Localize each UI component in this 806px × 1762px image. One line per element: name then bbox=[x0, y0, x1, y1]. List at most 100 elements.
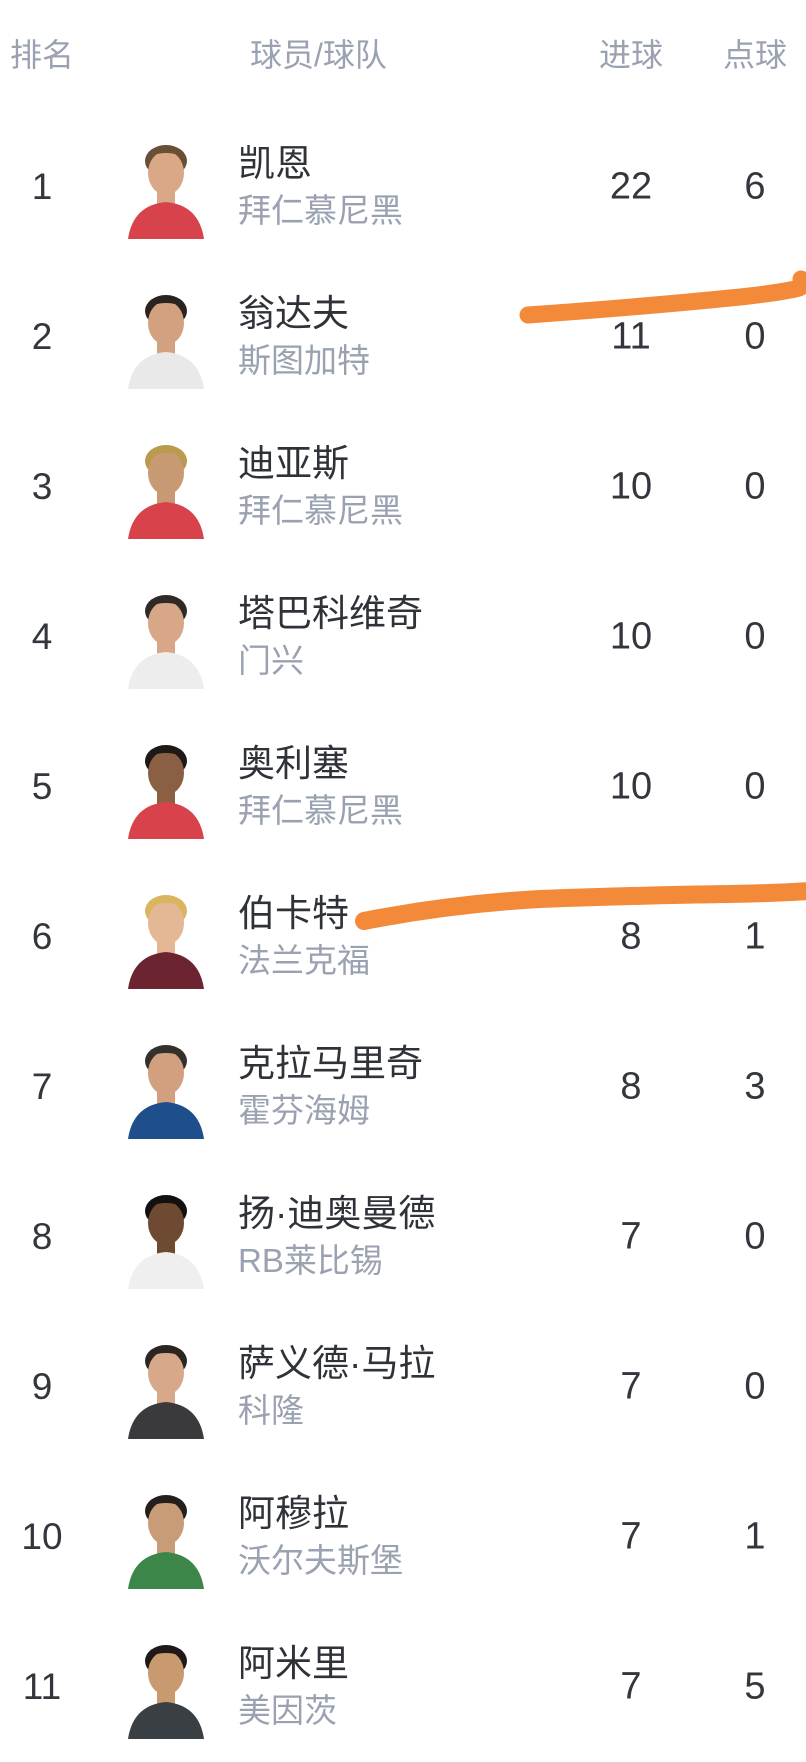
player-photo-icon bbox=[128, 445, 204, 539]
penalties-value: 5 bbox=[744, 1665, 766, 1708]
goals-value: 7 bbox=[620, 1515, 642, 1558]
table-row[interactable]: 3 迪亚斯 拜仁慕尼黑 10 0 bbox=[0, 412, 806, 562]
penalties-value: 0 bbox=[744, 1215, 766, 1258]
player-info: 奥利塞 拜仁慕尼黑 bbox=[238, 741, 806, 833]
penalties-value: 1 bbox=[744, 1515, 766, 1558]
player-name: 伯卡特 bbox=[238, 893, 349, 934]
player-photo-icon bbox=[128, 745, 204, 839]
player-name: 扬·迪奥曼德 bbox=[238, 1193, 436, 1234]
goals-value: 22 bbox=[609, 165, 653, 208]
goals-value: 10 bbox=[609, 765, 653, 808]
player-avatar bbox=[120, 735, 212, 839]
player-info: 克拉马里奇 霍芬海姆 bbox=[238, 1041, 806, 1133]
header-goals: 进球 bbox=[598, 37, 663, 73]
penalties-value: 3 bbox=[744, 1065, 766, 1108]
table-row[interactable]: 7 克拉马里奇 霍芬海姆 8 3 bbox=[0, 1012, 806, 1162]
player-avatar bbox=[120, 1485, 212, 1589]
player-avatar bbox=[120, 285, 212, 389]
table-row[interactable]: 1 凯恩 拜仁慕尼黑 22 6 bbox=[0, 112, 806, 262]
rank-value: 6 bbox=[31, 916, 53, 957]
player-avatar bbox=[120, 585, 212, 689]
player-name: 凯恩 bbox=[238, 143, 312, 184]
player-team: RB莱比锡 bbox=[238, 1242, 383, 1279]
table-row[interactable]: 11 阿米里 美因茨 7 5 bbox=[0, 1612, 806, 1762]
player-photo-icon bbox=[128, 145, 204, 239]
rank-value: 11 bbox=[22, 1666, 62, 1707]
penalties-value: 0 bbox=[744, 1365, 766, 1408]
player-team: 斯图加特 bbox=[238, 342, 370, 379]
rank-value: 7 bbox=[31, 1066, 53, 1107]
player-name: 萨义德·马拉 bbox=[238, 1343, 436, 1384]
player-info: 迪亚斯 拜仁慕尼黑 bbox=[238, 441, 806, 533]
player-name: 阿穆拉 bbox=[238, 1493, 349, 1534]
goals-value: 8 bbox=[620, 915, 642, 958]
header-rank: 排名 bbox=[9, 37, 74, 73]
goals-value: 10 bbox=[609, 465, 653, 508]
player-photo-icon bbox=[128, 295, 204, 389]
player-name: 阿米里 bbox=[238, 1643, 349, 1684]
table-row[interactable]: 4 塔巴科维奇 门兴 10 0 bbox=[0, 562, 806, 712]
player-avatar bbox=[120, 885, 212, 989]
goals-value: 11 bbox=[611, 315, 651, 358]
player-info: 塔巴科维奇 门兴 bbox=[238, 591, 806, 683]
player-avatar bbox=[120, 135, 212, 239]
player-name: 克拉马里奇 bbox=[238, 1043, 423, 1084]
player-avatar bbox=[120, 1335, 212, 1439]
header-penalties: 点球 bbox=[722, 37, 787, 73]
rank-value: 10 bbox=[21, 1516, 63, 1557]
player-photo-icon bbox=[128, 595, 204, 689]
goals-value: 7 bbox=[620, 1665, 642, 1708]
rank-value: 3 bbox=[31, 466, 53, 507]
player-photo-icon bbox=[128, 1195, 204, 1289]
player-photo-icon bbox=[128, 895, 204, 989]
penalties-value: 0 bbox=[744, 465, 766, 508]
table-header: 排名 球员/球队 进球 点球 bbox=[0, 30, 806, 80]
penalties-value: 1 bbox=[744, 915, 766, 958]
player-photo-icon bbox=[128, 1645, 204, 1739]
rank-value: 4 bbox=[31, 616, 53, 657]
player-team: 科隆 bbox=[238, 1392, 304, 1429]
player-photo-icon bbox=[128, 1495, 204, 1589]
goals-value: 7 bbox=[620, 1365, 642, 1408]
player-info: 阿穆拉 沃尔夫斯堡 bbox=[238, 1491, 806, 1583]
player-team: 沃尔夫斯堡 bbox=[238, 1542, 403, 1579]
table-row[interactable]: 8 扬·迪奥曼德 RB莱比锡 7 0 bbox=[0, 1162, 806, 1312]
table-row[interactable]: 9 萨义德·马拉 科隆 7 0 bbox=[0, 1312, 806, 1462]
scorer-table-body: 1 凯恩 拜仁慕尼黑 22 6 2 bbox=[0, 112, 806, 1762]
penalties-value: 0 bbox=[744, 315, 766, 358]
player-photo-icon bbox=[128, 1045, 204, 1139]
rank-value: 1 bbox=[31, 166, 53, 207]
rank-value: 9 bbox=[31, 1366, 53, 1407]
player-avatar bbox=[120, 1035, 212, 1139]
goals-value: 10 bbox=[609, 615, 653, 658]
player-team: 门兴 bbox=[238, 642, 304, 679]
player-info: 翁达夫 斯图加特 bbox=[238, 291, 806, 383]
penalties-value: 6 bbox=[744, 165, 766, 208]
player-name: 翁达夫 bbox=[238, 293, 349, 334]
player-name: 迪亚斯 bbox=[238, 443, 349, 484]
table-row[interactable]: 2 翁达夫 斯图加特 11 0 bbox=[0, 262, 806, 412]
player-info: 扬·迪奥曼德 RB莱比锡 bbox=[238, 1191, 806, 1283]
table-row[interactable]: 5 奥利塞 拜仁慕尼黑 10 0 bbox=[0, 712, 806, 862]
player-team: 拜仁慕尼黑 bbox=[238, 492, 403, 529]
player-info: 凯恩 拜仁慕尼黑 bbox=[238, 141, 806, 233]
player-info: 伯卡特 法兰克福 bbox=[238, 891, 806, 983]
player-name: 奥利塞 bbox=[238, 743, 349, 784]
player-photo-icon bbox=[128, 1345, 204, 1439]
rank-value: 8 bbox=[31, 1216, 53, 1257]
player-team: 霍芬海姆 bbox=[238, 1092, 370, 1129]
player-team: 法兰克福 bbox=[238, 942, 370, 979]
player-team: 拜仁慕尼黑 bbox=[238, 792, 403, 829]
player-info: 萨义德·马拉 科隆 bbox=[238, 1341, 806, 1433]
table-row[interactable]: 6 伯卡特 法兰克福 8 1 bbox=[0, 862, 806, 1012]
rank-value: 2 bbox=[31, 316, 53, 357]
player-team: 拜仁慕尼黑 bbox=[238, 192, 403, 229]
player-name: 塔巴科维奇 bbox=[238, 593, 423, 634]
penalties-value: 0 bbox=[744, 765, 766, 808]
player-avatar bbox=[120, 435, 212, 539]
player-avatar bbox=[120, 1635, 212, 1739]
penalties-value: 0 bbox=[744, 615, 766, 658]
goals-value: 8 bbox=[620, 1065, 642, 1108]
rank-value: 5 bbox=[31, 766, 53, 807]
table-row[interactable]: 10 阿穆拉 沃尔夫斯堡 7 1 bbox=[0, 1462, 806, 1612]
